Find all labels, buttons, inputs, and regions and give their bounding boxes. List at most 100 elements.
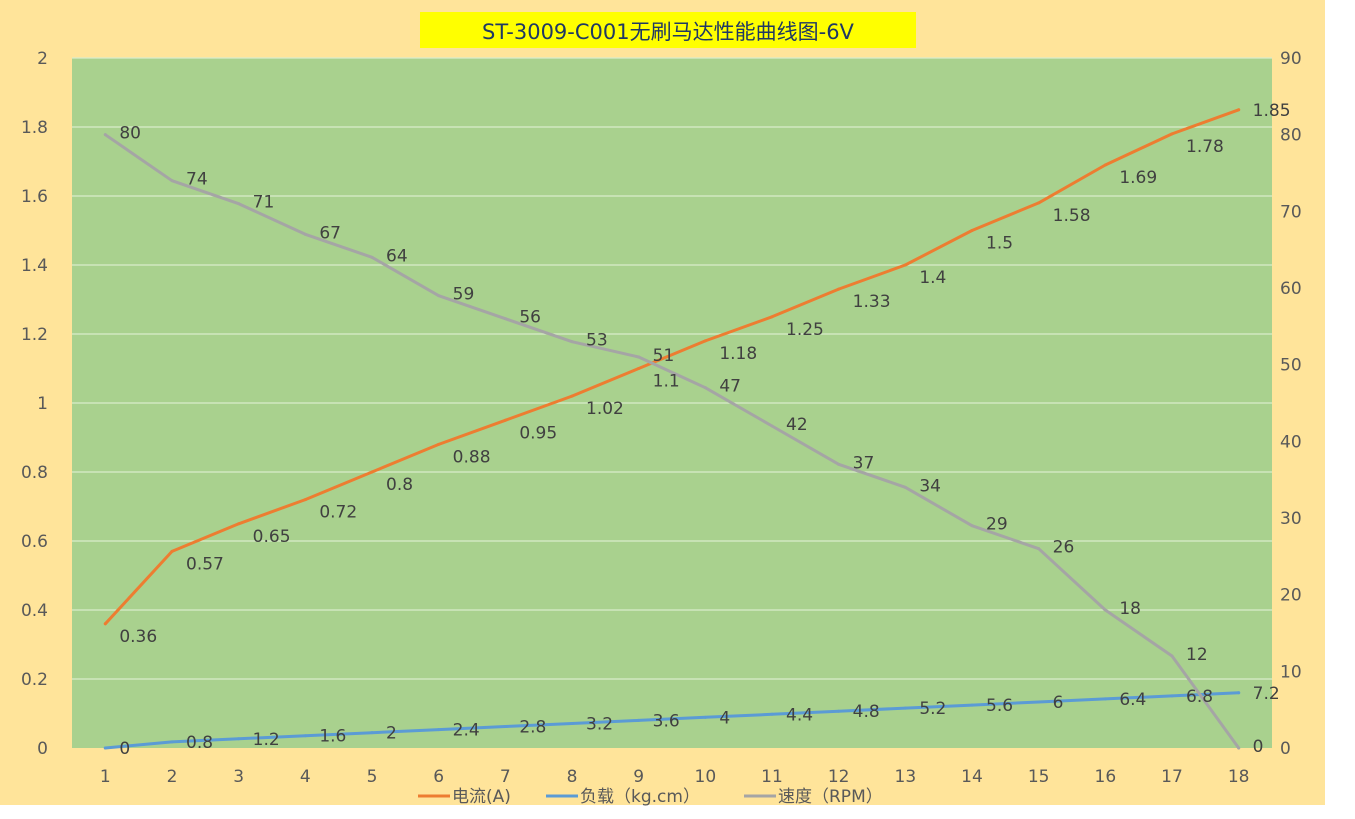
data-label: 7.2	[1253, 684, 1280, 704]
y-right-tick-label: 50	[1280, 356, 1302, 376]
data-label: 34	[919, 476, 941, 496]
data-point	[837, 709, 841, 713]
data-point	[1237, 746, 1241, 750]
y-left-tick-label: 1.6	[21, 187, 48, 207]
y-right-tick-label: 70	[1280, 202, 1302, 222]
x-tick-label: 11	[761, 767, 783, 787]
data-point	[303, 232, 307, 236]
data-label: 1.2	[253, 730, 280, 750]
x-tick-label: 12	[828, 767, 850, 787]
data-point	[837, 287, 841, 291]
y-right-tick-label: 0	[1280, 739, 1291, 759]
data-label: 29	[986, 515, 1008, 535]
data-point	[103, 133, 107, 137]
data-label: 47	[719, 377, 741, 397]
data-point	[1103, 697, 1107, 701]
data-label: 1.5	[986, 234, 1013, 254]
data-label: 0.65	[253, 527, 291, 547]
data-label: 2.8	[519, 718, 546, 738]
data-label: 59	[453, 285, 475, 305]
x-tick-label: 1	[100, 767, 111, 787]
data-point	[570, 721, 574, 725]
data-label: 2.4	[453, 721, 480, 741]
y-left-tick-label: 0	[37, 739, 48, 759]
data-label: 4.4	[786, 705, 813, 725]
chart-title-box: ST-3009-C001无刷马达性能曲线图-6V	[420, 12, 916, 48]
x-tick-label: 16	[1095, 767, 1117, 787]
data-label: 37	[853, 453, 875, 473]
y-right-tick-label: 90	[1280, 49, 1302, 69]
data-label: 0.8	[186, 733, 213, 753]
data-label: 64	[386, 246, 408, 266]
data-point	[1037, 547, 1041, 551]
data-point	[703, 386, 707, 390]
data-label: 67	[319, 223, 341, 243]
data-point	[303, 498, 307, 502]
axes: 00.20.40.60.811.21.41.61.820102030405060…	[21, 49, 1302, 787]
data-point	[570, 394, 574, 398]
data-label: 0	[1253, 737, 1264, 757]
data-label: 1.4	[919, 268, 946, 288]
data-point	[570, 340, 574, 344]
data-point	[503, 317, 507, 321]
data-label: 53	[586, 331, 608, 351]
data-label: 1.58	[1053, 206, 1091, 226]
data-point	[370, 255, 374, 259]
x-tick-label: 2	[167, 767, 178, 787]
data-point	[1170, 132, 1174, 136]
data-label: 0.8	[386, 475, 413, 495]
x-tick-label: 8	[567, 767, 578, 787]
y-left-tick-label: 0.4	[21, 601, 48, 621]
data-point	[437, 728, 441, 732]
data-point	[437, 442, 441, 446]
data-point	[1103, 163, 1107, 167]
data-point	[170, 740, 174, 744]
data-label: 56	[519, 308, 541, 328]
x-tick-label: 5	[367, 767, 378, 787]
data-point	[1037, 700, 1041, 704]
data-point	[103, 746, 107, 750]
x-tick-label: 13	[895, 767, 917, 787]
data-point	[837, 462, 841, 466]
series-lines	[103, 108, 1241, 750]
data-label: 5.6	[986, 696, 1013, 716]
data-label: 18	[1119, 599, 1141, 619]
y-right-tick-label: 30	[1280, 509, 1302, 529]
y-left-tick-label: 0.8	[21, 463, 48, 483]
data-label: 1.1	[653, 372, 680, 392]
y-right-tick-label: 40	[1280, 432, 1302, 452]
data-label: 2	[386, 724, 397, 744]
data-label: 0.72	[319, 503, 357, 523]
data-point	[237, 202, 241, 206]
chart-title: ST-3009-C001无刷马达性能曲线图-6V	[482, 20, 855, 44]
data-label: 0.57	[186, 554, 224, 574]
y-left-tick-label: 1.8	[21, 118, 48, 138]
data-point	[103, 622, 107, 626]
data-label: 51	[653, 346, 675, 366]
x-tick-label: 18	[1228, 767, 1250, 787]
data-point	[903, 485, 907, 489]
data-point	[237, 737, 241, 741]
data-label: 3.6	[653, 711, 680, 731]
data-point	[770, 315, 774, 319]
data-point	[303, 734, 307, 738]
x-tick-label: 10	[695, 767, 717, 787]
data-point	[970, 703, 974, 707]
data-point	[770, 712, 774, 716]
x-tick-label: 15	[1028, 767, 1050, 787]
legend: 电流(A) 负载（kg.cm） 速度（RPM）	[418, 787, 883, 807]
data-label: 0.95	[519, 423, 557, 443]
chart-title-background	[420, 12, 916, 48]
data-point	[237, 522, 241, 526]
data-label: 6.8	[1186, 687, 1213, 707]
data-label: 1.18	[719, 344, 757, 364]
data-point	[1237, 691, 1241, 695]
data-point	[370, 470, 374, 474]
data-label: 12	[1186, 645, 1208, 665]
data-label: 0	[119, 739, 130, 759]
y-right-tick-label: 80	[1280, 126, 1302, 146]
data-point	[170, 179, 174, 183]
data-point	[1170, 694, 1174, 698]
legend-label: 负载（kg.cm）	[580, 787, 700, 807]
